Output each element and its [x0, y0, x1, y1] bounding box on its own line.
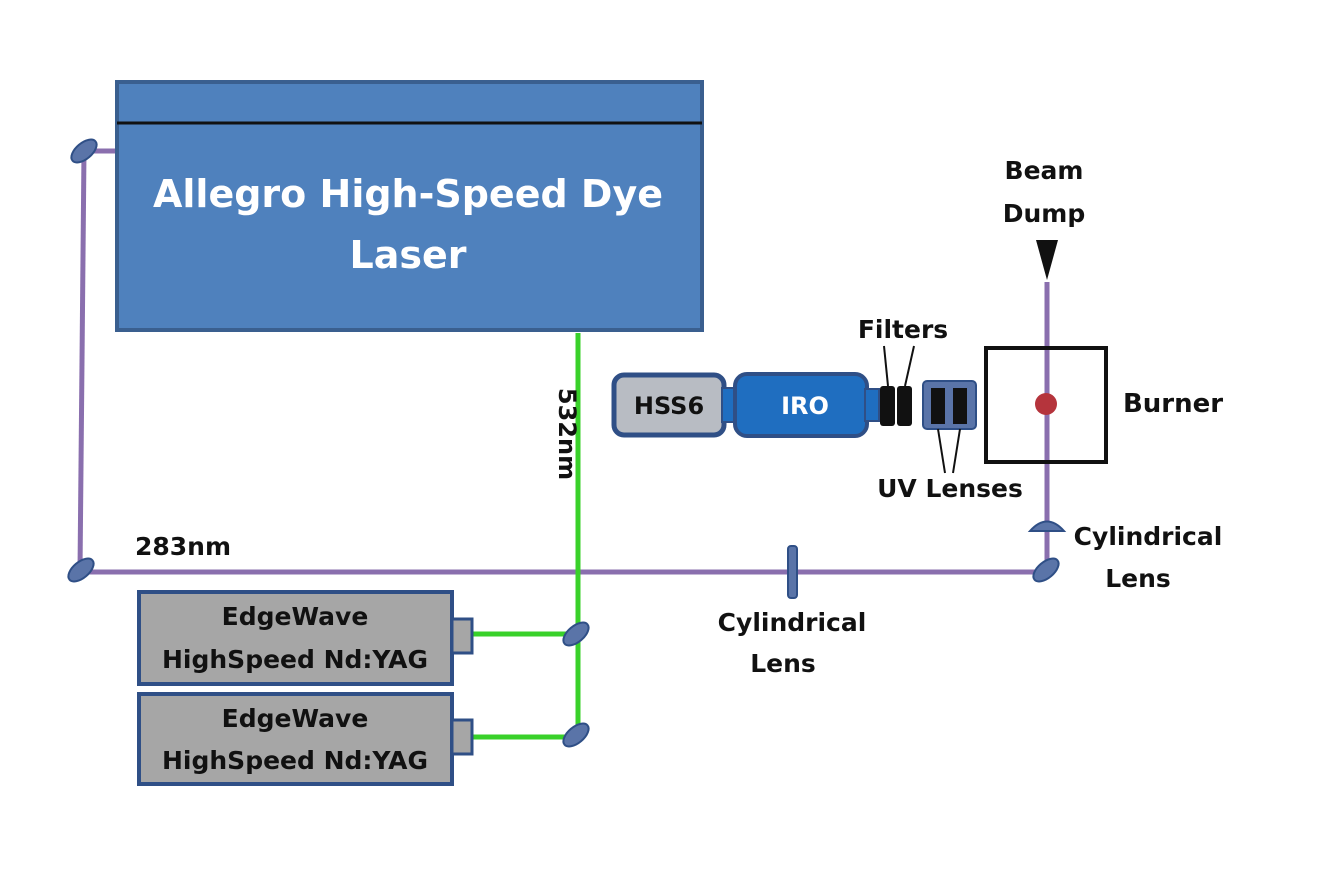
uv-lenses-pointer-2	[952, 428, 961, 474]
mirror-green-1	[562, 621, 590, 647]
dye-laser-title-line1: Allegro High-Speed Dye	[153, 172, 663, 216]
mirror-bottom-right	[1032, 557, 1060, 583]
iro-label: IRO	[781, 392, 829, 420]
beam-dump-label-line1: Beam	[1005, 156, 1084, 185]
filters-pointer-2	[904, 345, 915, 387]
uv-beam-left-vertical	[77, 150, 87, 572]
mirrors	[67, 138, 1060, 748]
wavelength-283-label: 283nm	[135, 532, 231, 561]
camera-assembly: HSS6 IRO	[611, 372, 880, 438]
wavelength-532-label: 532nm	[553, 388, 581, 480]
cylindrical-lens-bottom-label-line1: Cylindrical	[718, 608, 867, 637]
cylindrical-lens-right-label-line1: Cylindrical	[1074, 522, 1223, 551]
burner-label: Burner	[1123, 389, 1223, 419]
cylindrical-lens-right-label-line2: Lens	[1105, 564, 1171, 593]
nd-yag-1-output-port	[450, 617, 474, 655]
uv-lens-holder	[922, 380, 977, 430]
dye-laser-title-line2: Laser	[350, 233, 467, 277]
nd-yag-2-output-port	[450, 718, 474, 756]
uv-lens-2	[953, 388, 967, 424]
mirror-green-2	[562, 722, 590, 748]
nd-yag-2-box	[137, 692, 454, 786]
nd-yag-1-box	[137, 590, 454, 686]
uv-lenses-label: UV Lenses	[877, 474, 1023, 503]
mirror-top-left	[70, 138, 98, 164]
filter-1	[880, 386, 895, 426]
nd-yag-laser-2: EdgeWave HighSpeed Nd:YAG	[137, 692, 474, 786]
nd-yag-laser-1: EdgeWave HighSpeed Nd:YAG	[137, 590, 474, 686]
nd-yag-1-label-line1: EdgeWave	[222, 602, 369, 631]
nd-yag-2-label-line1: EdgeWave	[222, 704, 369, 733]
cylindrical-lens-bottom-label-line2: Lens	[750, 649, 816, 678]
green-beam-path	[472, 333, 581, 740]
intensifier-lens-mount	[864, 388, 880, 422]
uv-lenses-pointer-1	[937, 428, 946, 474]
mirror-bottom-left	[67, 557, 95, 583]
filter-2	[897, 386, 912, 426]
burner-box	[984, 346, 1108, 464]
uv-lenses: UV Lenses	[877, 380, 1023, 503]
cylindrical-lens-right	[1027, 520, 1067, 532]
flame-probe-volume	[1035, 393, 1057, 415]
beam-dump-label-line2: Dump	[1003, 199, 1086, 228]
filters-pointer-1	[883, 345, 889, 387]
filters-label: Filters	[858, 315, 948, 344]
uv-lens-1	[931, 388, 945, 424]
beam-dump-icon	[1036, 240, 1058, 280]
burner	[984, 346, 1108, 464]
nd-yag-1-label-line2: HighSpeed Nd:YAG	[162, 645, 428, 674]
filters: Filters	[858, 315, 948, 426]
nd-yag-2-label-line2: HighSpeed Nd:YAG	[162, 746, 428, 775]
cylindrical-lens-bottom	[787, 545, 798, 599]
hss6-label: HSS6	[634, 392, 704, 420]
dye-laser: Allegro High-Speed Dye Laser	[115, 80, 704, 332]
